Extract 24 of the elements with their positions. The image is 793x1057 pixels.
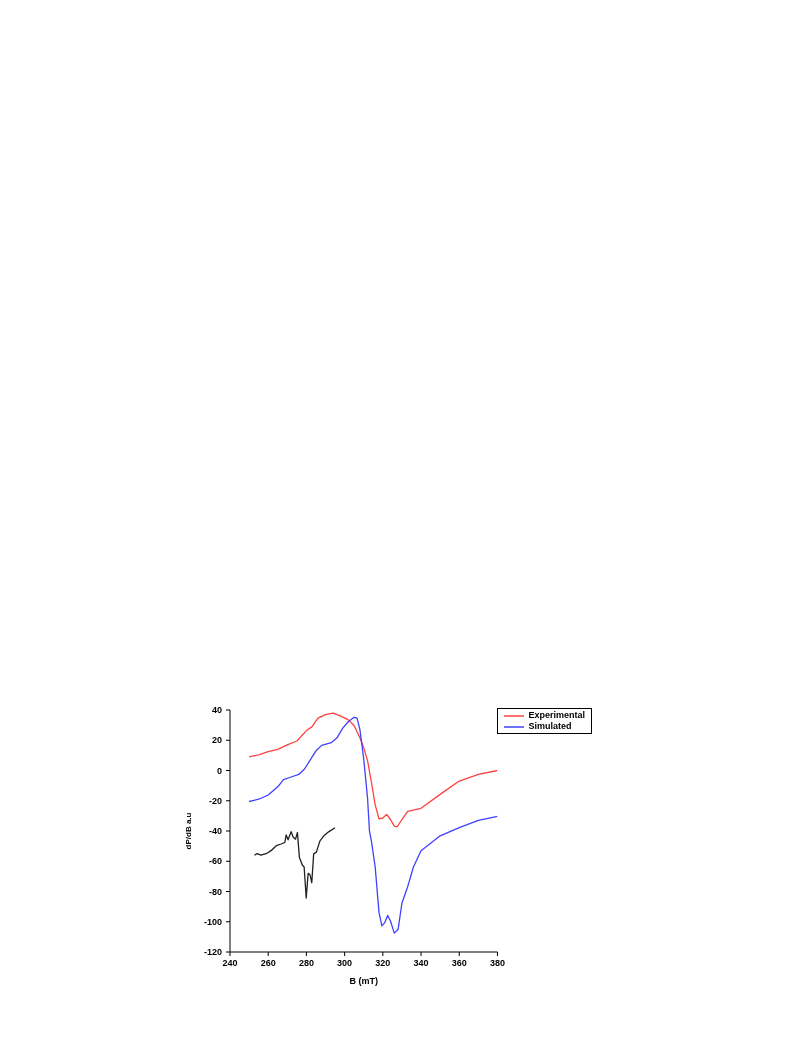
y-tick-label: -120 bbox=[203, 947, 222, 958]
legend-label: Simulated bbox=[528, 721, 572, 732]
x-tick-label: 340 bbox=[413, 958, 429, 969]
x-tick-label: 300 bbox=[337, 958, 353, 969]
y-tick-label: 40 bbox=[211, 705, 222, 716]
y-tick-label: 0 bbox=[216, 765, 222, 776]
x-tick-label: 260 bbox=[260, 958, 276, 969]
y-axis-title: dP/dB a.u bbox=[183, 812, 193, 850]
y-tick-label: -40 bbox=[208, 826, 222, 837]
x-tick-label: 380 bbox=[489, 958, 505, 969]
line-series bbox=[248, 716, 498, 934]
x-tick-label: 360 bbox=[451, 958, 467, 969]
y-tick-label: -100 bbox=[203, 916, 222, 927]
x-tick-label: 240 bbox=[222, 958, 238, 969]
y-tick-label: -80 bbox=[208, 886, 222, 897]
legend-label: Experimental bbox=[528, 710, 585, 721]
x-tick-label: 320 bbox=[375, 958, 391, 969]
y-tick-label: 20 bbox=[211, 735, 222, 746]
line-series bbox=[248, 712, 498, 828]
y-tick-label: -20 bbox=[208, 795, 222, 806]
x-tick-label: 280 bbox=[298, 958, 314, 969]
y-tick-label: -60 bbox=[208, 856, 222, 867]
x-axis-title: B (mT) bbox=[349, 976, 378, 986]
line-series bbox=[253, 827, 336, 899]
